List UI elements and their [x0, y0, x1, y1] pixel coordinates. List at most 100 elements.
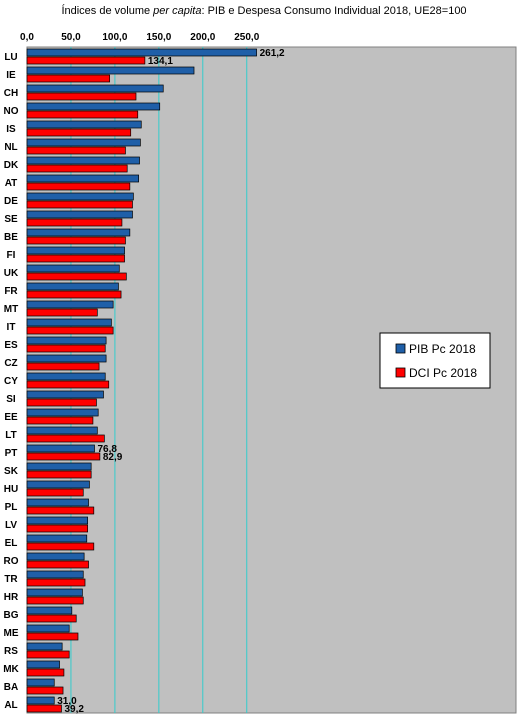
category-label: MK [3, 664, 19, 675]
bar-dci [26, 56, 146, 65]
legend: PIB Pc 2018 DCI Pc 2018 [379, 332, 491, 389]
bar-dci [26, 452, 101, 461]
category-label: HR [4, 592, 19, 603]
bar-dci [26, 182, 131, 191]
bar-dci [26, 236, 126, 245]
bar-pib [26, 480, 90, 489]
bar-pib [26, 336, 107, 345]
legend-swatch-dci [395, 367, 406, 378]
category-label: HU [4, 484, 18, 495]
data-labels: 261,2 134,1 76,882,9 31,039,2 [57, 48, 285, 715]
data-label: 31,0 [57, 696, 77, 707]
category-label: BA [4, 682, 18, 693]
bar-dci [26, 488, 84, 497]
bar-pib [26, 642, 63, 651]
bar-pib [26, 48, 257, 57]
bar-pib [26, 228, 131, 237]
bar-pib [26, 264, 120, 273]
category-label: ME [4, 628, 19, 639]
bar-pib [26, 552, 85, 561]
bar-pib [26, 426, 98, 435]
category-label: UK [4, 268, 19, 279]
bar-dci [26, 272, 127, 281]
bar-pib [26, 462, 92, 471]
bar-dci [26, 578, 86, 587]
bar-pib [26, 624, 70, 633]
category-label: PL [5, 502, 18, 513]
bar-pib [26, 390, 104, 399]
category-label: LT [5, 430, 16, 441]
bar-dci [26, 362, 100, 371]
category-label: CZ [4, 358, 17, 369]
bar-dci [26, 110, 139, 119]
category-labels: LU IE CH NO IS NL DK AT DE SE BE FI UK FR MT IT ES CZ CY SI… [3, 52, 19, 711]
bar-pib [26, 372, 106, 381]
bar-pib [26, 156, 140, 165]
category-label: SK [4, 466, 19, 477]
bar-dci [26, 416, 94, 425]
category-label: RO [4, 556, 19, 567]
bar-pib [26, 84, 164, 93]
category-label: FR [4, 286, 18, 297]
bar-pib [26, 210, 133, 219]
bar-dci [26, 596, 84, 605]
bar-dci [26, 668, 65, 677]
bar-dci [26, 308, 98, 317]
category-label: RS [4, 646, 18, 657]
bar-dci [26, 650, 70, 659]
legend-label-pib: PIB Pc 2018 [409, 342, 476, 356]
category-label: IE [6, 70, 16, 81]
data-label: 82,9 [103, 452, 123, 463]
bar-pib [26, 354, 107, 363]
x-tick-label: 50,0 [61, 32, 81, 43]
bar-pib [26, 300, 114, 309]
bar-pib [26, 678, 55, 687]
category-label: MT [4, 304, 18, 315]
x-tick-label: 0,0 [20, 32, 34, 43]
bar-pib [26, 192, 134, 201]
bar-dci [26, 506, 95, 515]
category-label: AT [5, 178, 18, 189]
bar-dci [26, 92, 137, 101]
chart-title: Índices de volume per capita: PIB e Desp… [61, 4, 466, 17]
bar-dci [26, 380, 110, 389]
bar-dci [26, 218, 123, 227]
category-label: CH [4, 88, 18, 99]
x-tick-label: 100,0 [102, 32, 127, 43]
category-label: LU [4, 52, 17, 63]
bar-dci [26, 434, 105, 443]
legend-label-dci: DCI Pc 2018 [409, 366, 477, 380]
x-tick-label: 200,0 [190, 32, 215, 43]
bar-dci [26, 200, 133, 209]
bar-pib [26, 534, 88, 543]
bar-dci [26, 524, 89, 533]
bar-pib [26, 120, 142, 129]
category-label: IS [6, 124, 16, 135]
data-label: 134,1 [148, 56, 173, 67]
category-label: IT [7, 322, 16, 333]
bar-pib [26, 498, 89, 507]
category-label: SE [4, 214, 18, 225]
category-label: CY [4, 376, 18, 387]
bar-pib [26, 408, 99, 417]
category-label: NO [4, 106, 19, 117]
x-tick-label: 250,0 [234, 32, 259, 43]
bar-dci [26, 290, 122, 299]
chart-title-part: : PIB e Despesa Consumo Individual 2018,… [201, 5, 466, 17]
bar-pib [26, 444, 95, 453]
category-label: LV [5, 520, 17, 531]
bar-pib [26, 174, 139, 183]
category-label: BG [4, 610, 19, 621]
bar-dci [26, 686, 64, 695]
category-label: SI [6, 394, 16, 405]
data-label: 39,2 [64, 704, 84, 715]
bar-pib [26, 606, 73, 615]
bar-dci [26, 470, 92, 479]
bar-pib [26, 282, 119, 291]
bar-dci [26, 128, 132, 137]
bar-dci [26, 344, 106, 353]
category-label: DE [4, 196, 18, 207]
bar-dci [26, 254, 125, 263]
bars [26, 48, 257, 713]
